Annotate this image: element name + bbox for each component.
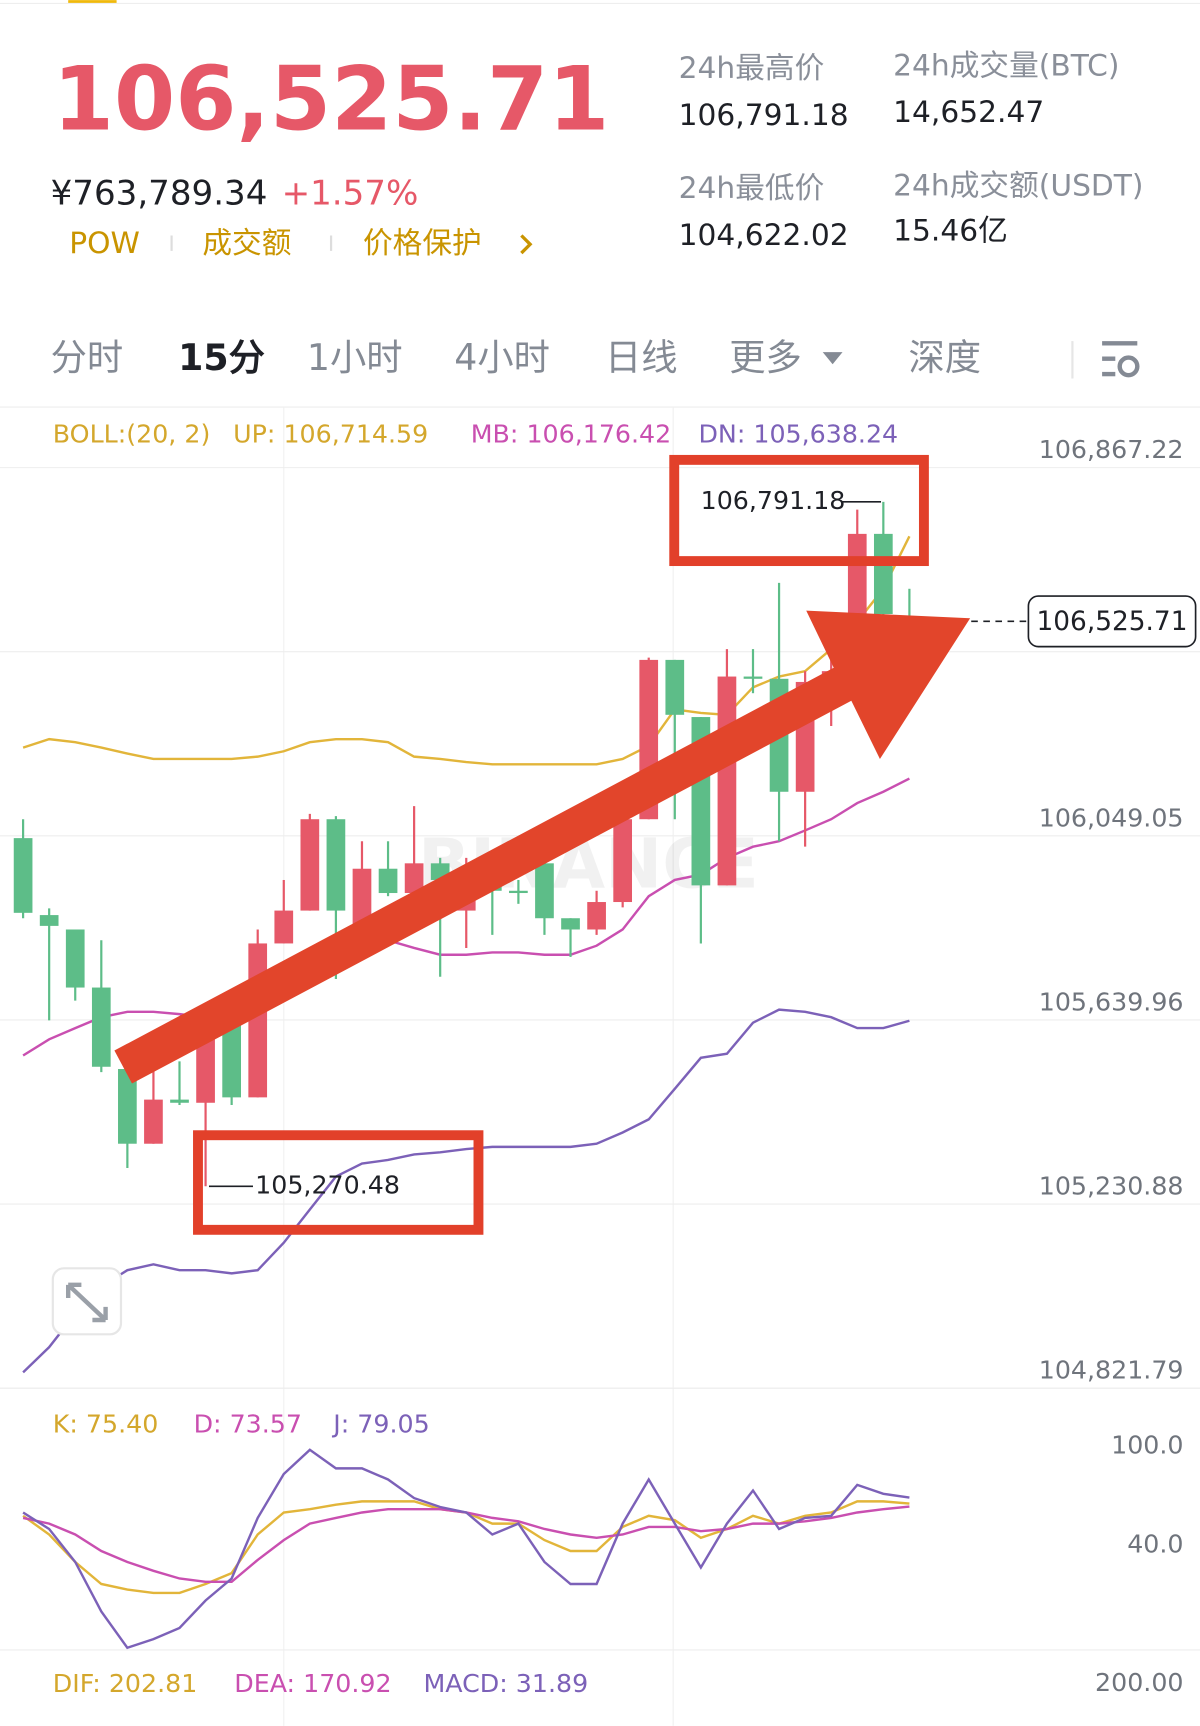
tag[interactable]: 成交额 [202, 226, 291, 261]
candle-body [248, 943, 268, 1098]
tab-active[interactable]: 15分 [178, 336, 265, 379]
candle-body [613, 819, 633, 903]
indicator-line [22, 1448, 910, 1650]
candle-body [300, 819, 320, 911]
indicator-line [22, 777, 910, 1057]
price-change: +1.57% [282, 173, 419, 213]
last-price-tag [1027, 595, 1197, 648]
candle-body [39, 915, 59, 926]
cny-price: ¥763,789.34 [51, 173, 268, 213]
overlays: 106,791.18 105,270.48 106,525.71 [208, 486, 1197, 1199]
indicator-label: DIF: 202.81 [53, 1669, 198, 1698]
indicator-label: UP: 106,714.59 [233, 420, 428, 449]
high-label: 106,791.18 [701, 486, 846, 515]
candle-body [326, 819, 346, 911]
indicator-line [22, 535, 911, 766]
candle-body [274, 910, 294, 944]
tab[interactable]: 更多 [729, 336, 802, 379]
indicator-label: DEA: 170.92 [234, 1669, 391, 1698]
candle-body [378, 868, 398, 894]
candle-body [743, 676, 763, 679]
y-tick-label: 200.00 [1095, 1668, 1183, 1697]
candle-body [587, 902, 606, 930]
stat-label: 24h最高价 [679, 51, 825, 86]
candle-body [65, 929, 85, 988]
stat-label: 24h成交量(BTC) [893, 49, 1119, 84]
trend-arrow [114, 610, 971, 1084]
highlight-box [669, 454, 929, 567]
y-tick-label: 105,230.88 [1039, 1172, 1184, 1201]
tab[interactable]: 1小时 [307, 336, 403, 379]
tab[interactable]: 分时 [51, 336, 124, 379]
stat-value: 15.46亿 [893, 214, 1008, 249]
tab-indicator [68, 0, 117, 4]
candle-body [144, 1099, 163, 1144]
stat-value: 14,652.47 [893, 95, 1044, 130]
y-tick-label: 106,049.05 [1039, 803, 1184, 832]
candle-body [170, 1099, 189, 1103]
stat-value: 104,622.02 [679, 218, 849, 253]
indicator-label: MACD: 31.89 [423, 1669, 588, 1698]
indicator-label: DN: 105,638.24 [698, 420, 898, 449]
candle-body [352, 868, 372, 930]
tab[interactable]: 4小时 [454, 336, 550, 379]
y-tick-label: 106,867.22 [1039, 435, 1184, 464]
candle-body [535, 863, 554, 919]
candle-body [13, 838, 33, 913]
tab[interactable]: 日线 [605, 336, 678, 379]
candle-body [404, 863, 424, 894]
y-tick-label: 40.0 [1127, 1530, 1183, 1559]
indicator-label: J: 79.05 [331, 1410, 429, 1439]
chevron [520, 234, 533, 255]
expand-button[interactable] [51, 1267, 123, 1336]
candle-body [665, 659, 685, 715]
stat-label: 24h成交额(USDT) [893, 169, 1143, 204]
last-price-label: 106,525.71 [1036, 607, 1187, 637]
candle-body [222, 1020, 241, 1098]
indicator-label: BOLL:(20, 2) [53, 420, 211, 449]
candle-body [717, 676, 737, 886]
candle-body [873, 533, 893, 614]
candle-body [561, 918, 580, 930]
highlight-box [193, 1130, 484, 1235]
candle-body [91, 987, 111, 1067]
candle-body [847, 533, 867, 614]
last-price: 106,525.71 [53, 48, 610, 151]
y-tick-label: 105,639.96 [1039, 987, 1184, 1016]
indicator-label: MB: 106,176.42 [471, 420, 671, 449]
low-label: 105,270.48 [255, 1170, 400, 1199]
candle-body [509, 890, 528, 894]
stat-label: 24h最低价 [679, 171, 825, 206]
y-tick-label: 100.0 [1111, 1430, 1183, 1459]
indicator-line [22, 1008, 910, 1374]
indicator-label: K: 75.40 [53, 1410, 159, 1439]
y-tick-label: 104,821.79 [1039, 1356, 1184, 1385]
candle-body [118, 1069, 137, 1144]
indicator-label: D: 73.57 [194, 1410, 302, 1439]
stat-value: 106,791.18 [679, 98, 849, 133]
tag[interactable]: 价格保护 [363, 226, 482, 261]
settings-icon[interactable] [1102, 341, 1140, 378]
tab[interactable]: 深度 [909, 336, 982, 379]
tag[interactable]: POW [69, 226, 140, 261]
dropdown-arrow [822, 352, 843, 365]
